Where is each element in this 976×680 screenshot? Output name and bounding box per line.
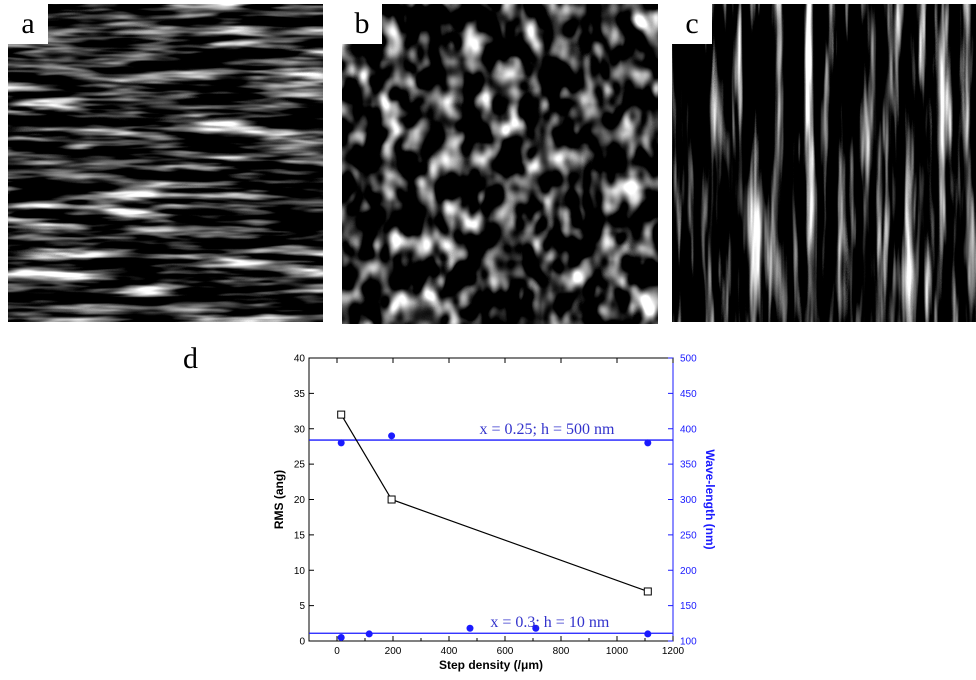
y-tick-label: 35 xyxy=(294,389,306,400)
panel-label-d: d xyxy=(183,342,198,375)
y2-tick-label: 350 xyxy=(680,460,697,471)
y-tick-label: 25 xyxy=(294,460,306,471)
chart-axes: 0 200 400 600 800 1000 1200 0 5 10 15 20 25 30 35 40 100… xyxy=(294,354,697,658)
reference-lines xyxy=(309,439,673,634)
afm-image-b: b xyxy=(342,4,658,324)
y-tick-label: 0 xyxy=(299,637,305,648)
x-tick-label: 600 xyxy=(497,646,514,657)
x-tick-label: 1200 xyxy=(662,646,685,657)
rms-wavelength-chart: 0 200 400 600 800 1000 1200 0 5 10 15 20 25 30 35 40 100… xyxy=(272,354,717,673)
x-tick-label: 400 xyxy=(441,646,458,657)
y2-axis-title: Wave-length (nm) xyxy=(703,449,717,549)
y2-tick-label: 250 xyxy=(680,530,697,541)
x-tick-label: 800 xyxy=(553,646,570,657)
y-axis-title: RMS (ang) xyxy=(272,470,286,529)
y2-tick-label: 200 xyxy=(680,566,697,577)
y2-tick-label: 500 xyxy=(680,354,697,365)
y-tick-label: 10 xyxy=(294,566,306,577)
wavelength-point xyxy=(466,624,474,632)
y2-tick-label: 150 xyxy=(680,601,697,612)
y2-tick-label: 100 xyxy=(680,637,697,648)
y-tick-label: 20 xyxy=(294,495,306,506)
afm-image-a: a xyxy=(8,4,323,322)
wavelength-point xyxy=(532,624,540,632)
wavelength-point xyxy=(337,439,345,447)
plot-frame xyxy=(308,357,674,642)
wavelength-point xyxy=(365,630,373,638)
rms-point xyxy=(337,410,346,419)
wavelength-point xyxy=(644,630,652,638)
rms-point xyxy=(387,495,396,504)
y2-tick-label: 300 xyxy=(680,495,697,506)
wavelength-point xyxy=(337,633,345,641)
y-tick-label: 30 xyxy=(294,424,306,435)
wavelength-point xyxy=(644,439,652,447)
reference-line-label-lower: x = 0.3; h = 10 nm xyxy=(490,614,609,631)
x-axis-title: Step density (/μm) xyxy=(439,658,543,672)
rms-point xyxy=(643,587,652,596)
afm-texture-b xyxy=(342,4,658,324)
y2-tick-label: 400 xyxy=(680,424,697,435)
panel-label-a: a xyxy=(8,4,48,44)
afm-texture-c xyxy=(672,4,976,322)
y-tick-label: 40 xyxy=(294,354,306,365)
x-tick-label: 200 xyxy=(385,646,402,657)
afm-texture-a xyxy=(8,4,323,322)
y-tick-label: 5 xyxy=(299,601,305,612)
y2-tick-label: 450 xyxy=(680,389,697,400)
reference-line-label-upper: x = 0.25; h = 500 nm xyxy=(480,421,615,438)
wavelength-point xyxy=(388,432,396,440)
panel-label-b: b xyxy=(342,4,382,44)
chart-series xyxy=(337,410,652,641)
x-tick-label: 1000 xyxy=(606,646,629,657)
panel-label-c: c xyxy=(672,4,712,44)
rms-line xyxy=(340,414,649,593)
y-tick-label: 15 xyxy=(294,530,306,541)
x-tick-label: 0 xyxy=(334,646,340,657)
afm-image-c: c xyxy=(672,4,976,322)
